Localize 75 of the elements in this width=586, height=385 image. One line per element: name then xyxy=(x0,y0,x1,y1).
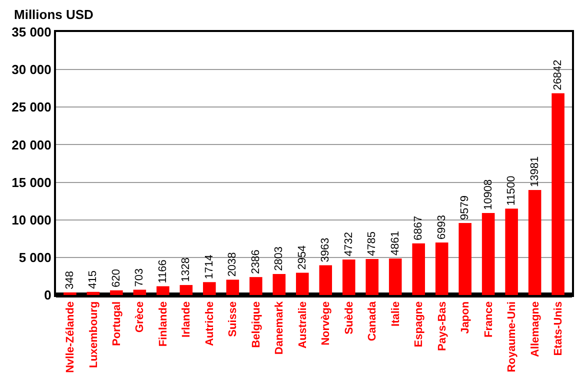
x-tick-label: Belgique xyxy=(250,301,262,348)
x-tick-label: Suède xyxy=(343,301,356,334)
x-tick-label: Royaume-Uni xyxy=(506,301,518,372)
x-tick-label: Espagne xyxy=(413,301,426,348)
x-tick-label: Norvège xyxy=(320,301,332,346)
x-tick-label: Autriche xyxy=(204,301,216,346)
data-label: 620 xyxy=(110,268,122,288)
bar xyxy=(133,290,146,295)
data-label: 10908 xyxy=(482,179,494,210)
y-tick-label: 15 000 xyxy=(12,174,52,190)
data-label: 1328 xyxy=(180,258,192,282)
x-tick-label: Nvlle-Zélande xyxy=(64,301,77,373)
x-tick-label: Finlande xyxy=(157,301,170,347)
y-axis-title: Millions USD xyxy=(14,7,94,22)
x-tick-label: Grèce xyxy=(134,301,146,333)
data-label: 2954 xyxy=(296,245,308,270)
x-tick-label: Pays-Bas xyxy=(436,301,448,351)
x-tick-label: Australie xyxy=(296,301,309,348)
data-label: 4732 xyxy=(342,232,355,256)
bar xyxy=(296,272,309,295)
y-tick-label: 5 000 xyxy=(18,250,52,265)
x-tick-label: Japon xyxy=(460,301,472,334)
data-label: 13981 xyxy=(528,156,541,187)
data-label: 9579 xyxy=(459,196,472,220)
x-tick-label: Allemagne xyxy=(529,301,542,358)
bar xyxy=(505,208,518,295)
data-label: 3963 xyxy=(320,238,332,262)
data-label: 6867 xyxy=(412,216,425,240)
x-tick-label: Canada xyxy=(366,300,379,342)
data-label: 348 xyxy=(64,271,76,290)
x-tick-label: Suisse xyxy=(227,301,240,337)
data-label: 2803 xyxy=(273,246,286,271)
y-tick-label: 25 000 xyxy=(12,100,52,115)
data-label: 4861 xyxy=(389,230,402,256)
bar xyxy=(64,292,76,295)
bar xyxy=(412,243,425,295)
bar xyxy=(272,274,286,295)
bar xyxy=(482,213,495,295)
bar xyxy=(366,259,378,295)
x-tick-label: France xyxy=(482,301,495,338)
bar xyxy=(552,93,564,295)
bar xyxy=(342,259,356,295)
bar xyxy=(458,223,472,295)
data-label: 4785 xyxy=(366,232,378,256)
y-tick-label: 10 000 xyxy=(12,212,52,228)
bar xyxy=(156,286,170,295)
y-tick-label: 20 000 xyxy=(12,137,52,152)
bar xyxy=(226,280,240,295)
data-label: 6993 xyxy=(436,214,448,240)
data-label: 11500 xyxy=(506,176,518,206)
data-label: 2386 xyxy=(250,250,262,274)
y-tick-label: 35 000 xyxy=(12,24,52,40)
x-tick-label: Danemark xyxy=(274,300,286,355)
data-label: 703 xyxy=(134,268,146,287)
data-label: 2038 xyxy=(226,252,239,277)
x-tick-label: Irlande xyxy=(180,301,193,338)
bar xyxy=(319,265,332,295)
y-tick-label: 0 xyxy=(44,288,52,303)
bar xyxy=(86,292,100,295)
x-tick-label: Luxembourg xyxy=(88,301,100,368)
bar xyxy=(388,258,402,295)
y-tick-label: 30 000 xyxy=(12,62,52,78)
data-label: 26842 xyxy=(552,60,564,90)
bar xyxy=(528,190,542,295)
bar xyxy=(250,277,262,295)
bar xyxy=(435,242,448,295)
bar xyxy=(180,285,193,295)
bar xyxy=(110,290,123,295)
x-tick-label: Etats-Unis xyxy=(552,301,565,356)
x-tick-label: Italie xyxy=(390,301,402,326)
data-label: 415 xyxy=(87,270,100,289)
x-tick-label: Portugal xyxy=(111,301,124,346)
data-label: 1166 xyxy=(156,260,169,284)
data-label: 1714 xyxy=(203,254,216,280)
bar xyxy=(203,282,216,295)
